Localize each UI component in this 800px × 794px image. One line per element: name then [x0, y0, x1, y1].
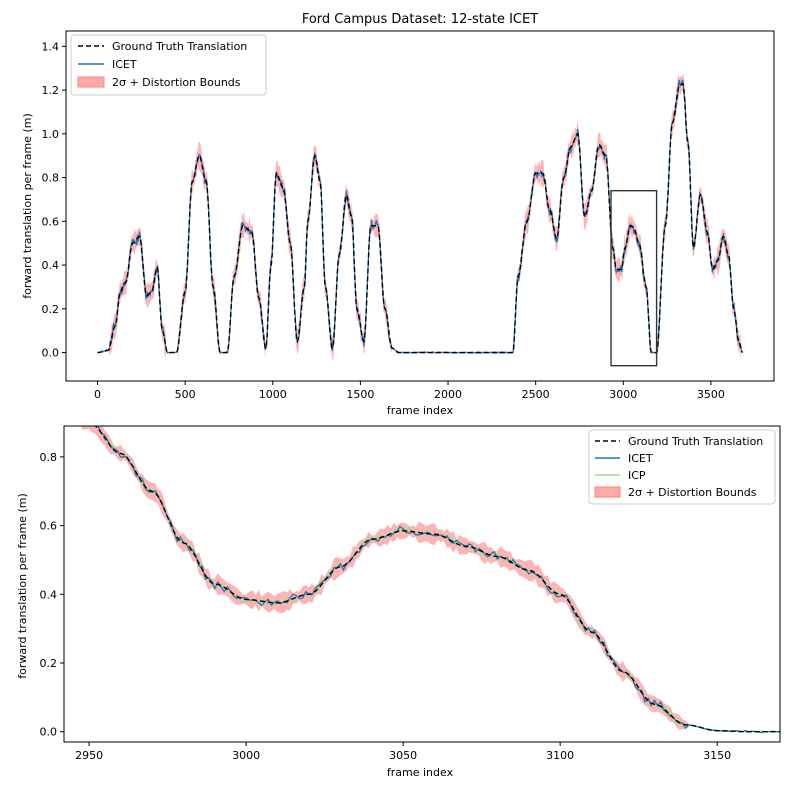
y-tick-label: 1.4: [42, 40, 60, 53]
zoom-highlight-box: [610, 189, 658, 367]
x-tick-label: 1000: [259, 388, 287, 401]
x-tick-label: 2950: [75, 749, 103, 762]
bottom-chart-ground-truth-series: [94, 426, 780, 733]
bottom-chart-frame: [63, 425, 781, 743]
top-chart-y-ticks: 0.0 0.2 0.4 0.6 0.8 1.0 1.2 1.4: [42, 40, 66, 360]
legend-icet-label: ICET: [628, 452, 653, 465]
bottom-chart-y-axis-label: forward translation per frame (m): [16, 493, 29, 679]
legend-box: [588, 429, 776, 505]
y-tick-label: 1.2: [42, 84, 60, 97]
x-tick-label: 3150: [703, 749, 731, 762]
top-chart-title: Ford Campus Dataset: 12-state ICET: [302, 12, 538, 27]
bounds-band: [75, 426, 780, 733]
top-chart-x-axis-label: frame index: [387, 404, 454, 417]
legend-ground-truth-label: Ground Truth Translation: [112, 40, 247, 53]
top-chart-x-ticks: 0 500 1000 1500 2000 2500 3000 3500: [94, 381, 725, 401]
top-chart-ground-truth-series: [97, 82, 744, 354]
x-tick-label: 3050: [389, 749, 417, 762]
x-tick-label: 3100: [546, 749, 574, 762]
legend-bounds-swatch: [594, 486, 621, 498]
icet-line: [96, 426, 780, 734]
y-tick-label: 0.0: [40, 726, 58, 739]
y-tick-label: 0.4: [42, 259, 60, 272]
legend-ground-truth-label: Ground Truth Translation: [628, 435, 763, 448]
y-tick-label: 0.2: [40, 657, 58, 670]
y-tick-label: 0.6: [40, 520, 58, 533]
bottom-chart: 2950 3000 3050 3100 3150 0.0 0.2 0.4 0.6 0.8 fra…: [16, 425, 781, 779]
top-chart-legend: Ground Truth Translation ICET 2σ + Disto…: [70, 34, 267, 96]
y-tick-label: 0.6: [42, 215, 60, 228]
top-chart: Ford Campus Dataset: 12-state ICET 0 500 1…: [21, 12, 775, 417]
y-tick-label: 0.8: [42, 172, 60, 185]
bottom-chart-bounds-band: [75, 426, 780, 733]
y-tick-label: 0.8: [40, 451, 58, 464]
x-tick-label: 500: [175, 388, 196, 401]
legend-bounds-swatch: [77, 76, 105, 88]
x-tick-label: 3000: [609, 388, 637, 401]
legend-icet-label: ICET: [112, 58, 137, 71]
legend-box: [70, 34, 267, 96]
x-tick-label: 3500: [697, 388, 725, 401]
x-tick-label: 3000: [232, 749, 260, 762]
legend-bounds-label: 2σ + Distortion Bounds: [112, 76, 241, 89]
x-tick-label: 2000: [434, 388, 462, 401]
top-chart-y-axis-label: forward translation per frame (m): [21, 113, 34, 299]
ground-truth-line: [94, 426, 780, 733]
x-tick-label: 0: [94, 388, 101, 401]
x-tick-label: 2500: [522, 388, 550, 401]
top-chart-icet-series: [97, 79, 743, 355]
legend-bounds-label: 2σ + Distortion Bounds: [628, 486, 757, 499]
bottom-chart-legend: Ground Truth Translation ICET ICP 2σ + D…: [588, 429, 776, 505]
y-tick-label: 0.4: [40, 588, 58, 601]
top-chart-bounds-band: [97, 73, 743, 361]
bottom-chart-x-axis-label: frame index: [387, 766, 454, 779]
bottom-chart-x-ticks: 2950 3000 3050 3100 3150: [75, 742, 731, 762]
top-chart-frame: [65, 30, 775, 382]
y-tick-label: 0.2: [42, 303, 60, 316]
x-tick-label: 1500: [346, 388, 374, 401]
legend-icp-label: ICP: [628, 469, 646, 482]
bounds-band: [97, 73, 743, 361]
y-tick-label: 1.0: [42, 128, 60, 141]
ground-truth-line: [97, 82, 744, 354]
icet-line: [97, 79, 743, 355]
bottom-chart-y-ticks: 0.0 0.2 0.4 0.6 0.8: [40, 451, 64, 739]
y-tick-label: 0.0: [42, 347, 60, 360]
bottom-chart-icet-series: [96, 426, 780, 734]
